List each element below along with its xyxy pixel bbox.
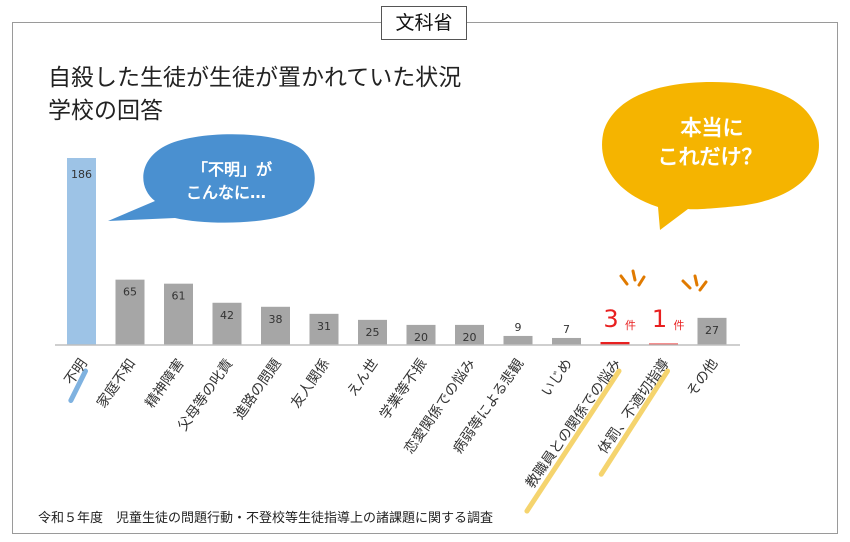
category-label-7: 学業等不振 <box>376 356 430 423</box>
bar-11 <box>600 341 630 345</box>
bar-value-12: 1 <box>652 305 667 333</box>
bar-7 <box>406 324 436 345</box>
bar-13 <box>697 317 727 345</box>
category-label-11: 教職員との関係での悩み <box>523 356 624 491</box>
bar-value-10: 7 <box>563 323 570 336</box>
source-note: 令和５年度 児童生徒の問題行動・不登校等生徒指導上の諸課題に関する調査 <box>38 511 494 526</box>
bar-1 <box>115 279 145 345</box>
title-line-2: 学校の回答 <box>48 98 163 124</box>
category-label-6: えん世 <box>345 356 382 400</box>
bar-4 <box>261 306 290 345</box>
bar-unit-12: 件 <box>674 319 685 332</box>
bar-8 <box>455 324 484 345</box>
bar-6 <box>358 319 387 345</box>
category-label-1: 家庭不和 <box>93 356 139 412</box>
bubble-right-line-2: これだけ？ <box>658 145 763 169</box>
label-highlight-12 <box>598 368 670 477</box>
bar-value-2: 61 <box>172 290 186 303</box>
bubble-left-line-1: 「不明」が <box>192 160 272 179</box>
category-label-4: 進路の問題 <box>232 356 285 423</box>
category-label-10: いじめ <box>539 356 576 400</box>
bar-5 <box>309 313 339 345</box>
bar-value-0: 186 <box>71 168 92 181</box>
bar-value-6: 25 <box>366 326 380 339</box>
label-highlight-11 <box>524 368 622 514</box>
category-label-13: その他 <box>684 356 721 400</box>
bar-2 <box>164 283 193 345</box>
emphasis-marks <box>619 269 708 292</box>
bar-value-5: 31 <box>317 320 331 333</box>
bar-10 <box>552 337 581 345</box>
agency-tag: 文科省 <box>381 6 467 40</box>
bubble-left-line-2: こんなに… <box>186 183 266 202</box>
category-label-5: 友人関係 <box>288 356 333 411</box>
bar-value-7: 20 <box>414 331 428 344</box>
bubble-right <box>602 82 819 230</box>
label-highlight-0 <box>68 368 88 403</box>
bar-value-8: 20 <box>463 331 477 344</box>
bar-3 <box>212 302 242 345</box>
chart-title: 自殺した生徒が生徒が置かれていた状況 学校の回答 <box>48 62 461 128</box>
bar-value-11: 3 <box>603 305 618 333</box>
bar-value-3: 42 <box>220 309 234 322</box>
bubble-right-line-1: 本当に <box>681 116 744 140</box>
bar-value-4: 38 <box>269 313 283 326</box>
bar-value-9: 9 <box>515 321 522 334</box>
title-line-1: 自殺した生徒が生徒が置かれていた状況 <box>48 65 462 91</box>
bar-value-1: 65 <box>123 286 137 299</box>
bar-0 <box>67 158 96 345</box>
bar-unit-11: 件 <box>625 319 636 332</box>
bar-value-13: 27 <box>705 324 719 337</box>
bubble-left <box>108 134 315 223</box>
category-label-2: 精神障害 <box>143 356 188 411</box>
bar-9 <box>503 335 533 345</box>
